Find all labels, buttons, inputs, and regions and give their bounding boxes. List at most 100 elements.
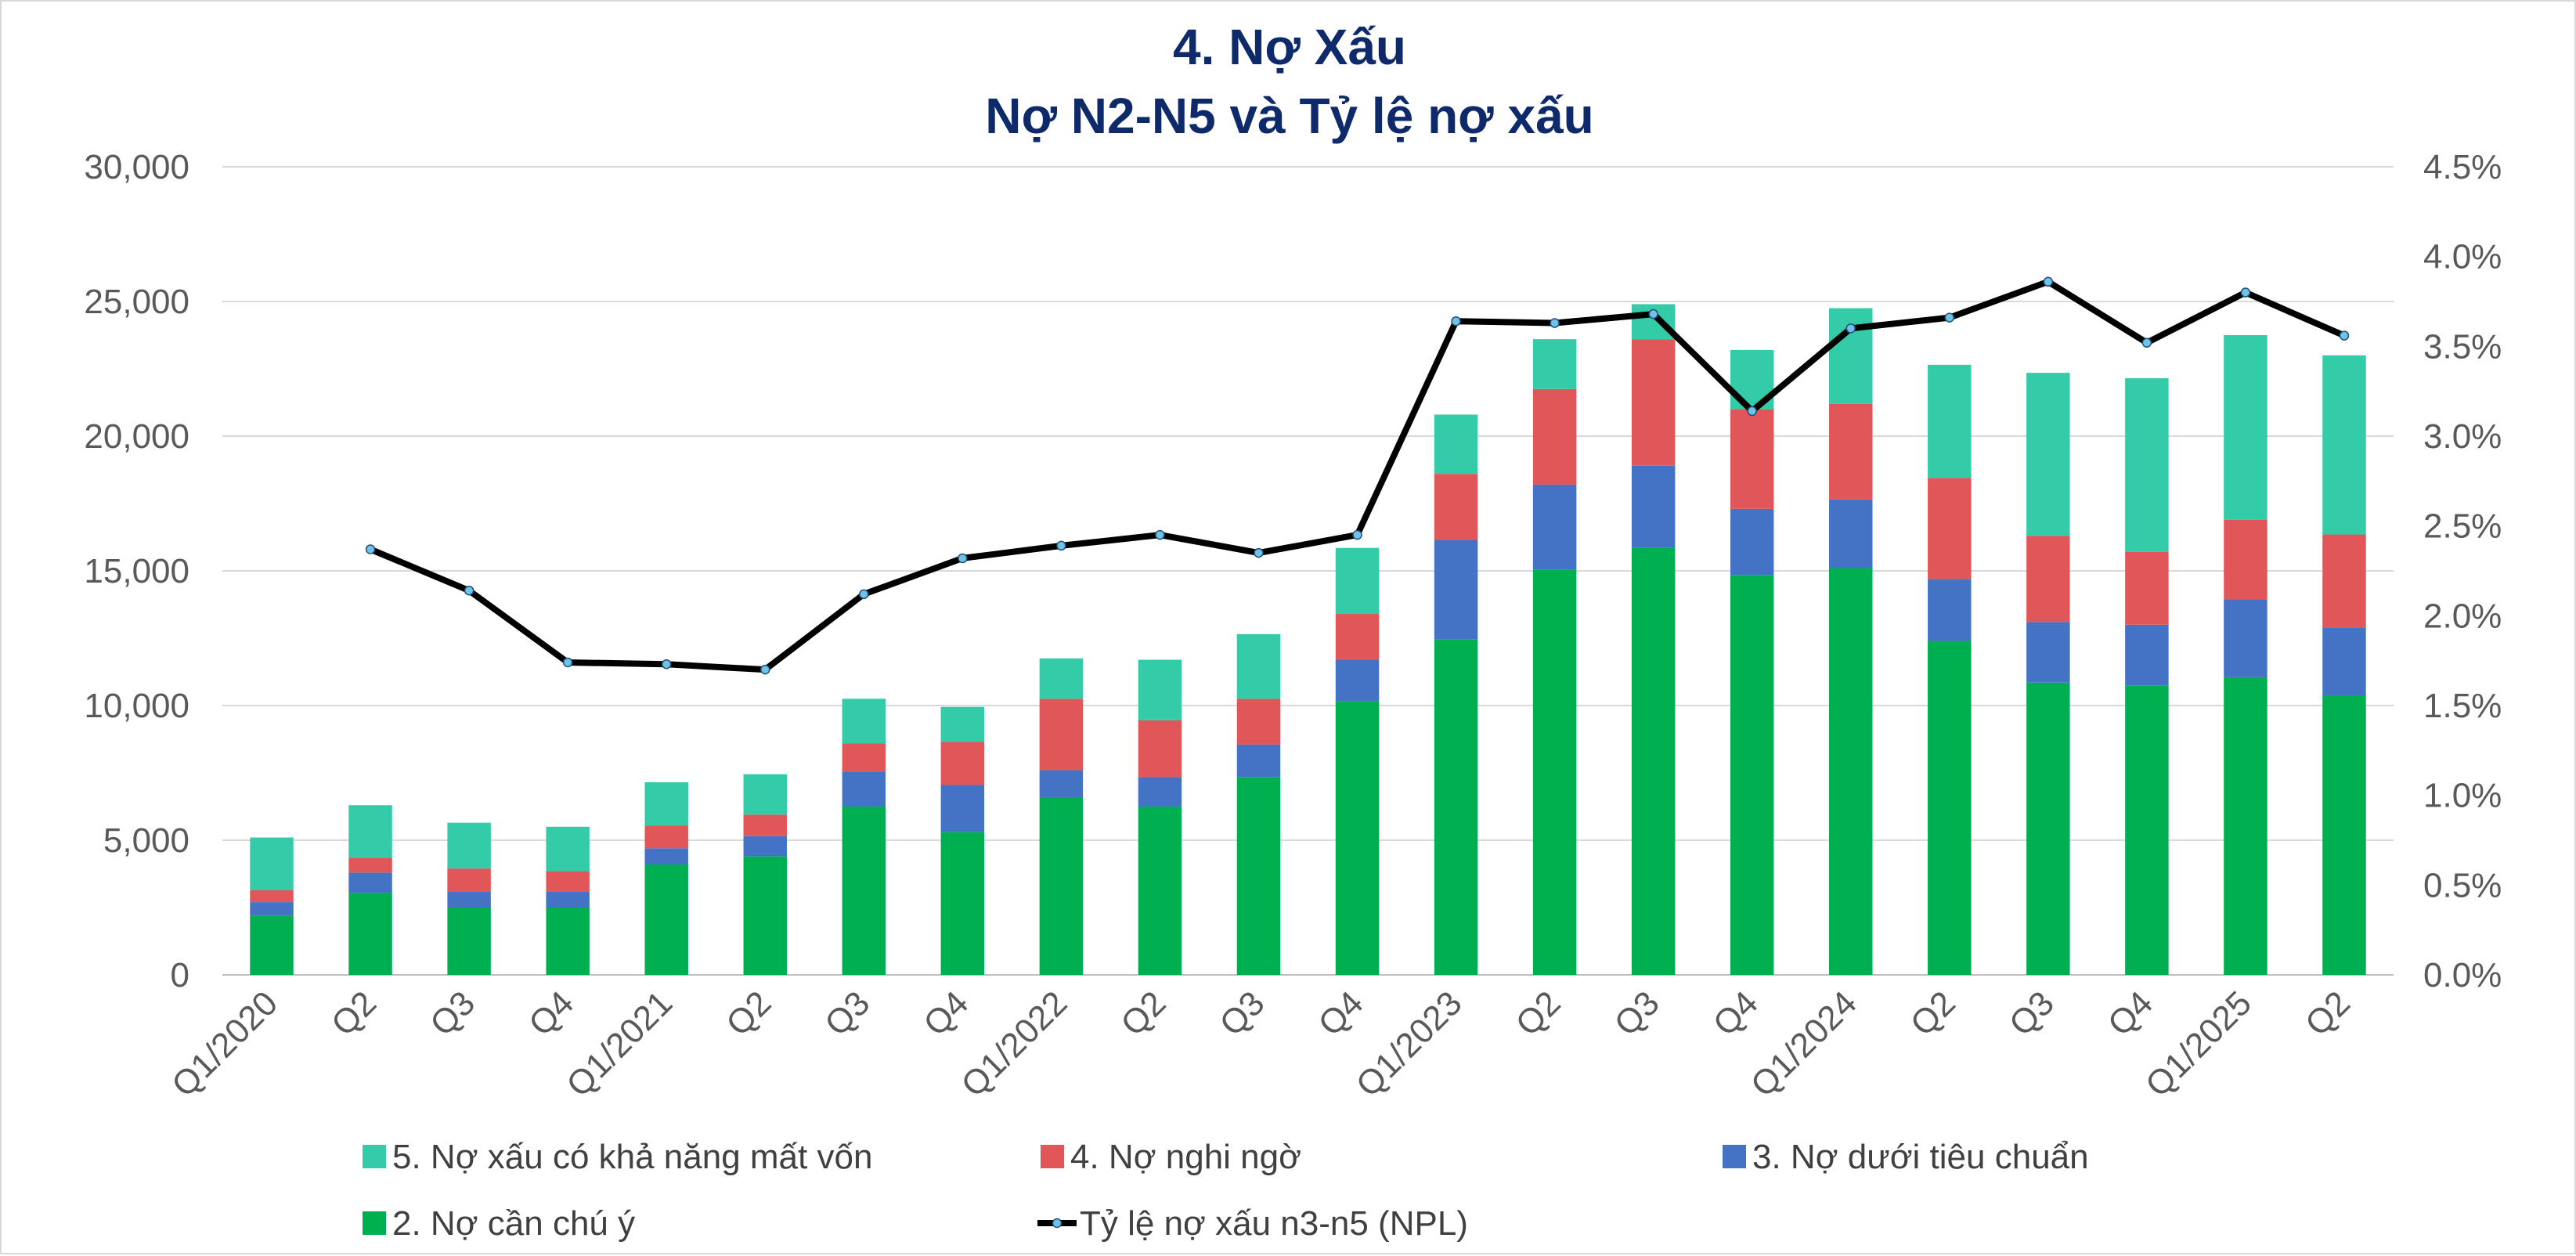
- bar-segment-series-2: [348, 893, 392, 975]
- y-tick-label: 0: [171, 956, 189, 994]
- legend-item-series-3-swatch: [1723, 1145, 1746, 1168]
- x-tick-label: Q4: [521, 984, 581, 1043]
- legend-item-series-4-label: 4. Nợ nghi ngờ: [1070, 1138, 1301, 1176]
- y2-tick-label: 2.0%: [2423, 597, 2502, 635]
- npl-point: [859, 589, 869, 600]
- bar-segment-series-5: [1138, 659, 1182, 720]
- bar-segment-series-3: [1631, 465, 1676, 548]
- bar-segment-series-3: [250, 902, 294, 916]
- npl-point: [1352, 529, 1362, 540]
- bar-segment-series-3: [1138, 777, 1182, 807]
- bar-segment-series-3: [842, 771, 886, 807]
- y2-tick-label: 0.5%: [2423, 866, 2502, 904]
- bar-segment-series-2: [1730, 575, 1774, 975]
- y-tick-label: 15,000: [84, 552, 189, 590]
- bar-segment-series-4: [1730, 409, 1774, 509]
- legend: 5. Nợ xấu có khả năng mất vốn 4. Nợ nghi …: [363, 1138, 2089, 1243]
- y-tick-label: 10,000: [84, 687, 189, 725]
- bar-segment-series-2: [250, 915, 294, 975]
- y2-tick-label: 1.5%: [2423, 687, 2502, 725]
- bar-segment-series-5: [1236, 633, 1281, 699]
- bar-segment-series-2: [2224, 677, 2268, 975]
- x-tick-label: Q4: [916, 984, 976, 1043]
- x-tick-label: Q1/2022: [954, 984, 1074, 1104]
- legend-item-series-2-swatch: [363, 1211, 386, 1235]
- bar-segment-series-2: [1532, 569, 1577, 975]
- bar-segment-series-4: [1532, 388, 1577, 485]
- chart-subtitle: Nợ N2-N5 và Tỷ lệ nợ xấu: [985, 88, 1593, 144]
- npl-point: [2141, 337, 2152, 348]
- bar-segment-series-5: [2224, 335, 2268, 520]
- bar-segment-series-3: [1730, 508, 1774, 576]
- bar-segment-series-3: [348, 872, 392, 893]
- y-tick-label: 5,000: [103, 821, 189, 860]
- bar-segment-series-2: [644, 864, 688, 975]
- bar-segment-series-2: [1335, 701, 1380, 975]
- npl-point: [2043, 276, 2054, 287]
- legend-item-series-5-label: 5. Nợ xấu có khả năng mất vốn: [392, 1138, 872, 1176]
- x-tick-label: Q4: [1311, 984, 1370, 1043]
- x-tick-label: Q2: [1509, 984, 1568, 1043]
- bar-segment-series-5: [546, 826, 590, 872]
- bar-segment-series-5: [842, 698, 886, 744]
- bar-segment-series-2: [743, 856, 787, 975]
- npl-point: [1451, 316, 1461, 327]
- bar-segment-series-2: [842, 807, 886, 975]
- npl-point: [1550, 318, 1560, 328]
- bar-segment-series-3: [1039, 770, 1084, 797]
- x-tick-label: Q1/2025: [2138, 984, 2259, 1104]
- x-tick-label: Q3: [1607, 984, 1667, 1043]
- x-tick-label: Q3: [1212, 984, 1272, 1043]
- bar-segment-series-5: [1928, 364, 1972, 478]
- x-tick-label: Q2: [2298, 984, 2358, 1043]
- npl-point: [1056, 540, 1066, 551]
- bar-segment-series-4: [546, 871, 590, 892]
- npl-point: [1155, 529, 1165, 540]
- bar-segment-series-4: [1236, 698, 1281, 745]
- left-axis: 0 5,000 10,000 15,000 20,000 25,000 30,000: [84, 148, 189, 994]
- bar-segment-series-2: [2026, 682, 2070, 975]
- bar-segment-series-3: [1434, 540, 1478, 640]
- y2-tick-label: 2.5%: [2423, 507, 2502, 546]
- npl-point: [1747, 406, 1757, 417]
- bar-segment-series-4: [2125, 551, 2169, 625]
- npl-point: [661, 659, 672, 670]
- bar-segment-series-2: [1236, 777, 1281, 975]
- legend-item-series-2-label: 2. Nợ cần chú ý: [392, 1204, 635, 1243]
- bar-segment-series-4: [2224, 519, 2268, 600]
- x-tick-label: Q4: [2101, 984, 2160, 1043]
- bar-segment-series-5: [348, 805, 392, 858]
- bar-segment-series-3: [1532, 484, 1577, 570]
- bar-segment-series-5: [644, 782, 688, 826]
- bar-segment-series-4: [2322, 534, 2366, 628]
- y2-tick-label: 3.5%: [2423, 327, 2502, 366]
- bar-segment-series-4: [447, 868, 491, 892]
- y-tick-label: 25,000: [84, 283, 189, 321]
- legend-item-npl-marker: [1052, 1218, 1063, 1229]
- bar-segment-series-2: [2322, 695, 2366, 975]
- npl-point: [562, 657, 573, 668]
- bar-segment-series-4: [250, 890, 294, 903]
- npl-line-group: [365, 276, 2350, 675]
- bar-segment-series-2: [1829, 568, 1873, 975]
- x-tick-label: Q2: [1113, 984, 1173, 1043]
- bar-segment-series-3: [940, 785, 985, 832]
- legend-item-series-4-swatch: [1041, 1145, 1064, 1168]
- x-tick-label: Q1/2020: [164, 984, 285, 1104]
- bar-segment-series-3: [644, 848, 688, 864]
- npl-point: [760, 664, 770, 675]
- bar-segment-series-4: [1039, 698, 1084, 771]
- npl-point: [2339, 330, 2350, 341]
- npl-point: [2240, 287, 2251, 298]
- npl-point: [958, 553, 968, 564]
- bar-segment-series-2: [1138, 807, 1182, 975]
- bar-segment-series-4: [1335, 614, 1380, 660]
- bar-segment-series-4: [842, 743, 886, 772]
- bar-segment-series-5: [1434, 414, 1478, 475]
- bar-segment-series-5: [743, 774, 787, 815]
- bar-segment-series-2: [1631, 547, 1676, 975]
- bar-segment-series-5: [2322, 355, 2366, 535]
- bar-segment-series-3: [2125, 624, 2169, 686]
- npl-point: [1648, 309, 1658, 319]
